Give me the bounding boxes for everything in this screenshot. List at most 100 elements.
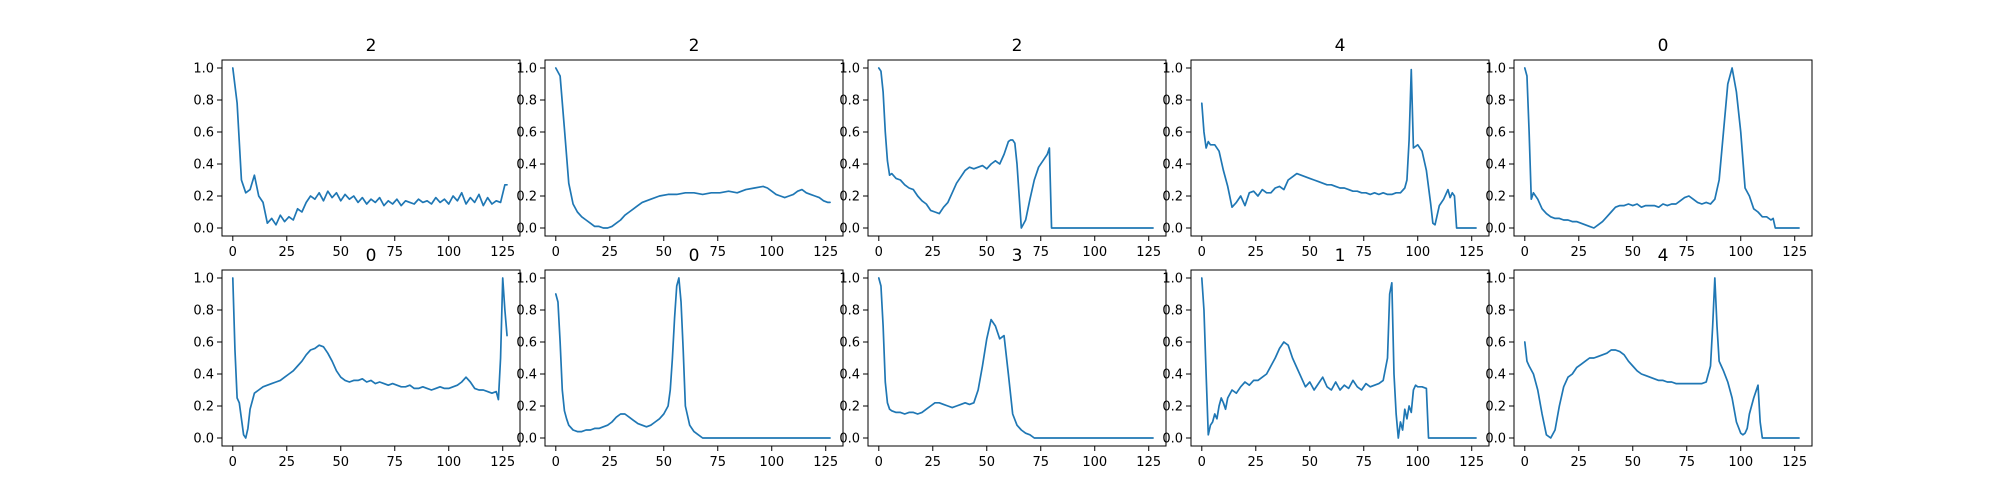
x-tick-label: 50: [1624, 245, 1641, 260]
subplot-1: 2 0 25 50 75 100 125 0.0 0.2 0.4 0.6 0.8 1.0: [193, 36, 521, 260]
y-tick-label: 0.8: [193, 94, 214, 109]
y-tick-label: 0.8: [1485, 94, 1506, 109]
subplot-7: 0 0 25 50 75 100 125 0.0 0.2 0.4 0.6 0.8 1.0: [516, 246, 844, 470]
y-tick-label: 0.4: [193, 368, 214, 383]
x-tick-label: 100: [436, 245, 461, 260]
y-tick-label: 0.0: [1162, 432, 1183, 447]
x-tick-label: 25: [1571, 455, 1588, 470]
y-tick-label: 0.2: [1162, 400, 1183, 415]
x-tick-label: 0: [875, 245, 883, 260]
y-tick-label: 0.2: [1485, 190, 1506, 205]
y-tick-label: 1.0: [1162, 272, 1183, 287]
y-tick-label: 0.0: [193, 432, 214, 447]
y-tick-label: 0.4: [193, 158, 214, 173]
x-tick-label: 125: [1782, 455, 1807, 470]
y-tick-label: 0.0: [516, 222, 537, 237]
x-tick-label: 25: [1248, 245, 1265, 260]
y-tick-label: 0.2: [839, 400, 860, 415]
x-tick-label: 75: [1355, 455, 1372, 470]
axes-frame: [221, 269, 521, 447]
subplot-title: 0: [366, 246, 377, 266]
subplot-8: 3 0 25 50 75 100 125 0.0 0.2 0.4 0.6 0.8 1.0: [839, 246, 1167, 470]
subplot-title: 1: [1335, 246, 1346, 266]
x-tick-label: 50: [1624, 455, 1641, 470]
y-tick-label: 1.0: [1162, 62, 1183, 77]
y-tick-label: 0.0: [516, 432, 537, 447]
x-tick-label: 75: [1032, 245, 1049, 260]
y-tick-label: 0.0: [1485, 222, 1506, 237]
axes-frame: [1513, 59, 1813, 237]
y-tick-label: 0.6: [1162, 126, 1183, 141]
x-tick-label: 125: [813, 245, 838, 260]
x-tick-label: 75: [386, 455, 403, 470]
x-tick-label: 25: [1571, 245, 1588, 260]
y-tick-label: 0.2: [193, 190, 214, 205]
x-tick-label: 0: [1198, 455, 1206, 470]
y-tick-label: 0.6: [516, 336, 537, 351]
x-tick-label: 25: [602, 245, 619, 260]
y-tick-label: 1.0: [193, 62, 214, 77]
y-tick-label: 1.0: [1485, 272, 1506, 287]
x-tick-label: 0: [229, 455, 237, 470]
x-tick-label: 50: [978, 455, 995, 470]
x-tick-label: 125: [490, 455, 515, 470]
y-tick-label: 1.0: [516, 62, 537, 77]
subplot-3: 2 0 25 50 75 100 125 0.0 0.2 0.4 0.6 0.8 1.0: [839, 36, 1167, 260]
y-tick-label: 0.6: [516, 126, 537, 141]
subplot-title: 2: [1012, 36, 1023, 56]
x-tick-label: 0: [875, 455, 883, 470]
subplot-title: 2: [689, 36, 700, 56]
y-tick-label: 0.8: [839, 304, 860, 319]
series-line: [554, 67, 831, 229]
series-line: [554, 277, 831, 439]
y-tick-label: 0.4: [1485, 368, 1506, 383]
y-tick-label: 0.2: [193, 400, 214, 415]
subplot-title: 3: [1012, 246, 1023, 266]
x-tick-label: 125: [1459, 455, 1484, 470]
axes-frame: [1190, 269, 1490, 447]
axes-frame: [1513, 269, 1813, 447]
x-tick-label: 0: [229, 245, 237, 260]
y-tick-label: 0.6: [1485, 126, 1506, 141]
x-tick-label: 125: [490, 245, 515, 260]
series-line: [877, 277, 1154, 439]
y-tick-label: 0.2: [516, 190, 537, 205]
x-tick-label: 75: [709, 455, 726, 470]
x-tick-label: 125: [1459, 245, 1484, 260]
subplot-6: 0 0 25 50 75 100 125 0.0 0.2 0.4 0.6 0.8 1.0: [193, 246, 521, 470]
axes-frame: [1190, 59, 1490, 237]
series-line: [1200, 68, 1477, 229]
x-tick-label: 50: [978, 245, 995, 260]
x-tick-label: 0: [1521, 455, 1529, 470]
x-tick-label: 100: [1728, 455, 1753, 470]
x-tick-label: 75: [386, 245, 403, 260]
x-tick-label: 100: [1405, 455, 1430, 470]
x-tick-label: 75: [709, 245, 726, 260]
y-tick-label: 0.6: [1162, 336, 1183, 351]
x-tick-label: 100: [1405, 245, 1430, 260]
series-line: [1523, 67, 1800, 229]
x-tick-label: 125: [1136, 245, 1161, 260]
x-tick-label: 50: [1301, 245, 1318, 260]
y-tick-label: 0.8: [1162, 94, 1183, 109]
y-tick-label: 1.0: [1485, 62, 1506, 77]
x-tick-label: 50: [332, 245, 349, 260]
x-tick-label: 75: [1355, 245, 1372, 260]
y-tick-label: 0.2: [839, 190, 860, 205]
y-tick-label: 0.4: [839, 158, 860, 173]
x-tick-label: 25: [1248, 455, 1265, 470]
y-tick-label: 0.8: [516, 94, 537, 109]
y-tick-label: 0.4: [516, 368, 537, 383]
x-tick-label: 100: [1082, 245, 1107, 260]
y-tick-label: 0.4: [516, 158, 537, 173]
y-tick-label: 0.0: [1162, 222, 1183, 237]
x-tick-label: 0: [552, 455, 560, 470]
x-tick-label: 25: [279, 455, 296, 470]
y-tick-label: 0.6: [193, 126, 214, 141]
y-tick-label: 0.2: [1485, 400, 1506, 415]
y-tick-label: 0.0: [1485, 432, 1506, 447]
x-tick-label: 100: [436, 455, 461, 470]
x-tick-label: 0: [1521, 245, 1529, 260]
